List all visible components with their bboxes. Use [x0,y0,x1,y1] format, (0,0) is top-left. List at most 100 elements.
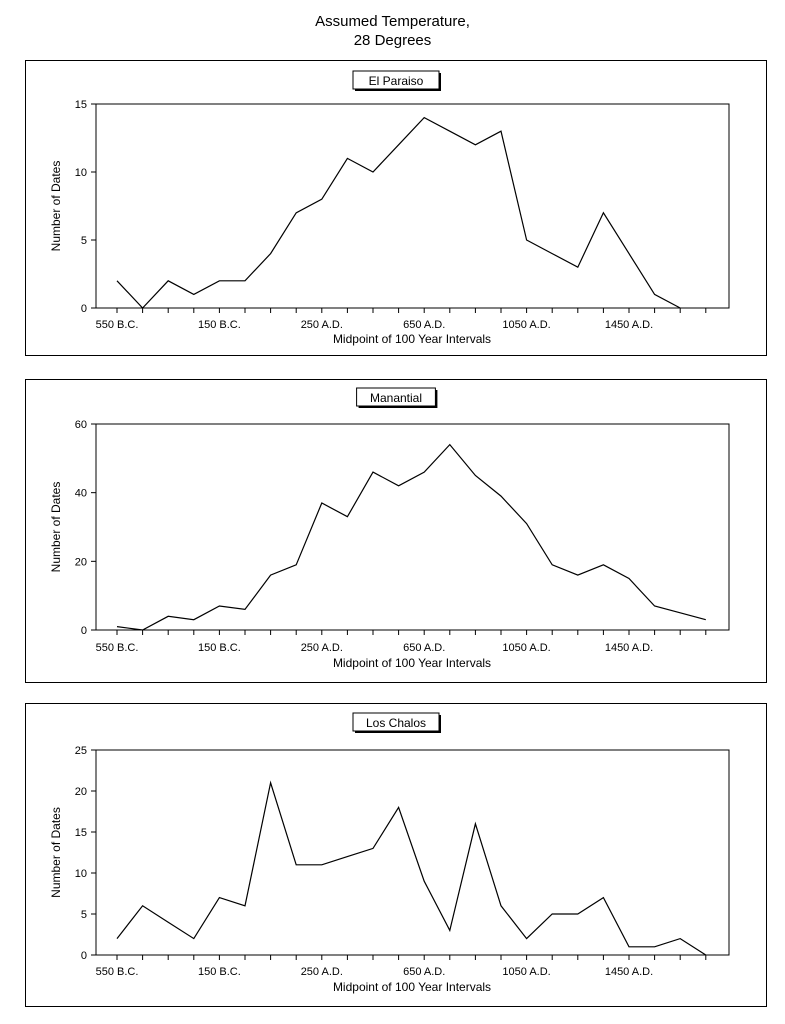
data-point [167,280,169,282]
y-tick-label: 0 [81,625,87,637]
plot-area-frame [95,749,730,956]
x-tick-label: 1050 A.D. [502,319,550,331]
data-point [653,605,655,607]
y-tick-label: 0 [81,303,87,315]
x-tick-label: 1450 A.D. [605,642,653,654]
data-point [244,905,246,907]
line-chart-los-chalos: Los Chalos 0 5 10 15 20 25 Number of Dates 550 B… [49,712,730,994]
data-point [244,280,246,282]
chart-title: Manantial [370,391,422,405]
plot-area-frame [95,103,730,309]
plot-area-frame [95,423,730,631]
data-point [602,212,604,214]
data-point [525,522,527,524]
data-point [346,516,348,518]
data-point [167,921,169,923]
data-point [500,130,502,132]
data-point [397,485,399,487]
chart-title-box [352,70,440,90]
data-point [500,905,502,907]
data-point [423,880,425,882]
data-point [269,574,271,576]
data-point [116,280,118,282]
x-tick-label: 250 A.D. [301,642,343,654]
series-line-manantial [116,443,706,631]
x-axis-label: Midpoint of 100 Year Intervals [333,980,491,994]
data-point [602,896,604,898]
data-point [295,564,297,566]
page-title-line-1: Assumed Temperature, [315,13,470,30]
data-point [116,625,118,627]
data-point [449,929,451,931]
x-axis-label: Midpoint of 100 Year Intervals [333,332,491,346]
chart-title: El Paraiso [369,74,424,88]
data-point [346,157,348,159]
data-point [577,266,579,268]
x-tick-label: 1450 A.D. [605,319,653,331]
data-point [602,564,604,566]
y-tick-label: 20 [75,556,87,568]
y-tick-label: 5 [81,235,87,247]
data-point [577,574,579,576]
data-point [141,629,143,631]
data-point [397,806,399,808]
y-tick-label: 25 [75,745,87,757]
data-point [449,130,451,132]
x-tick-label: 550 B.C. [96,966,139,978]
data-point [346,855,348,857]
data-point [372,171,374,173]
data-point [628,577,630,579]
x-tick-label: 250 A.D. [301,966,343,978]
series-line-los-chalos [116,780,707,956]
x-tick-label: 650 A.D. [403,966,445,978]
data-point [295,212,297,214]
x-tick-label: 150 B.C. [198,642,241,654]
data-point [321,502,323,504]
page-title-line-2: 28 Degrees [353,32,432,49]
data-point [705,954,707,956]
data-point [679,937,681,939]
chart-panel-los-chalos: Los Chalos 0 5 10 15 20 25 Number of Dates 550 B… [25,703,767,1007]
data-point [551,252,553,254]
x-tick-label: 250 A.D. [301,319,343,331]
data-point [167,615,169,617]
data-point [577,913,579,915]
chart-title-box [356,387,436,407]
y-tick-label: 0 [81,950,87,962]
data-point [628,252,630,254]
chart-title-box [352,712,440,732]
data-point [423,116,425,118]
data-point [116,937,118,939]
data-point [474,144,476,146]
data-point [474,474,476,476]
data-point [193,937,195,939]
data-point [193,293,195,295]
data-point [500,495,502,497]
line-chart-el-paraiso: El Paraiso 0 5 10 15 Number of Dates 550 B.C. 1… [49,70,730,346]
data-point [474,823,476,825]
data-point [705,619,707,621]
data-point [321,198,323,200]
data-point [244,608,246,610]
y-tick-label: 15 [75,99,87,111]
y-tick-label: 10 [75,868,87,880]
data-point [218,605,220,607]
data-point [653,946,655,948]
data-point [269,252,271,254]
x-tick-label: 150 B.C. [198,319,241,331]
y-tick-label: 5 [81,909,87,921]
data-point [551,564,553,566]
data-point [372,471,374,473]
chart-title: Los Chalos [366,716,426,730]
x-tick-label: 550 B.C. [96,319,139,331]
x-tick-label: 150 B.C. [198,966,241,978]
data-point [679,307,681,309]
line-chart-manantial: Manantial 0 20 40 60 Number of Dates 550 B.C. 1… [49,387,730,670]
data-point [269,782,271,784]
y-tick-label: 10 [75,167,87,179]
y-tick-label: 20 [75,786,87,798]
data-point [193,619,195,621]
data-point [321,864,323,866]
data-point [423,471,425,473]
data-point [653,293,655,295]
